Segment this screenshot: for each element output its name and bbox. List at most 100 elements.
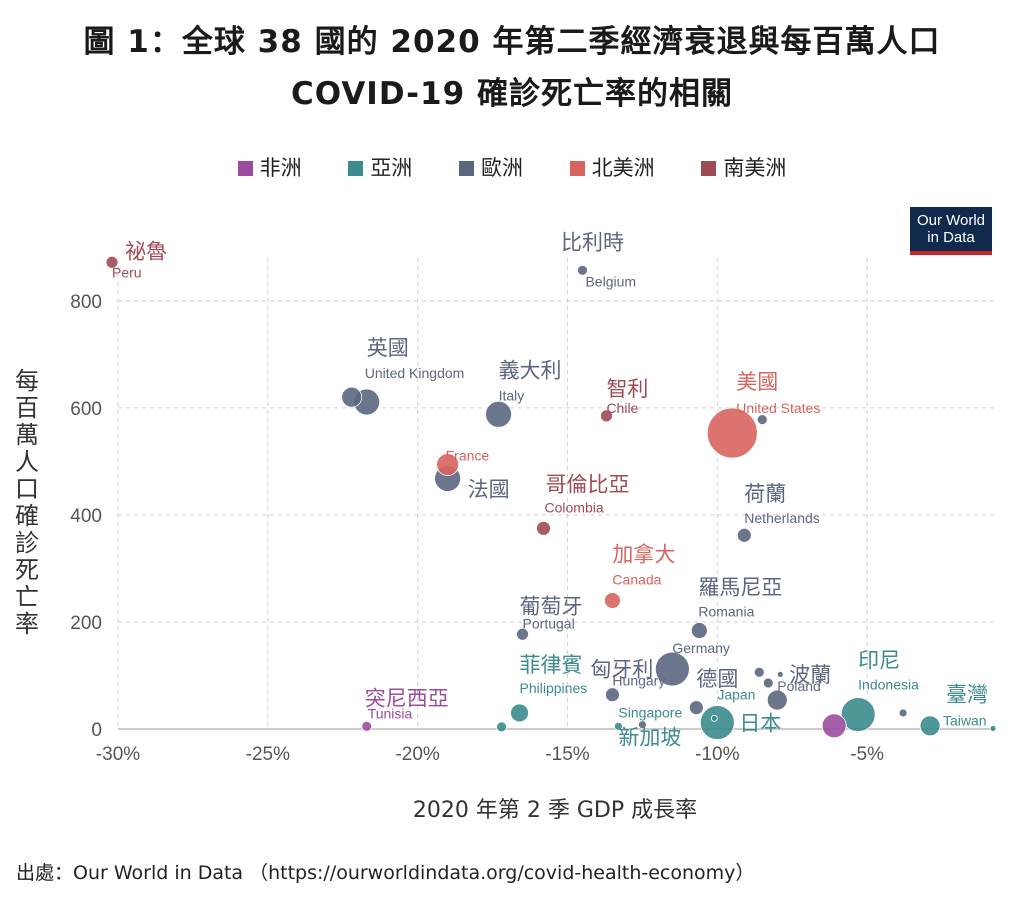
- data-label-zh: 哥倫比亞: [546, 472, 630, 496]
- data-label-en: Germany: [672, 640, 730, 656]
- data-point: [510, 703, 529, 723]
- x-tick-label: -25%: [246, 744, 290, 765]
- chart-title-line2: COVID-19 確診死亡率的相關: [291, 76, 733, 112]
- data-label-zh: 羅馬尼亞: [698, 576, 782, 600]
- data-label-en: Chile: [606, 400, 638, 416]
- legend-label-europe: 歐洲: [481, 156, 523, 180]
- legend-label-asia: 亞洲: [370, 156, 413, 180]
- y-axis-label-char: 口: [15, 475, 39, 503]
- data-point: [105, 255, 119, 269]
- data-label-en: Philippines: [520, 680, 588, 696]
- data-label-en: Belgium: [585, 273, 636, 289]
- legend-item-europe[interactable]: 歐洲: [459, 152, 523, 182]
- y-tick-label: 600: [70, 399, 102, 420]
- data-label-en: Netherlands: [744, 510, 820, 526]
- data-point: [536, 520, 551, 536]
- data-label-zh: 法國: [468, 478, 510, 502]
- chart-legend: 非洲 亞洲 歐洲 北美洲 南美洲: [0, 152, 1024, 182]
- legend-label-namerica: 北美洲: [591, 156, 655, 180]
- data-label-en: France: [446, 448, 490, 464]
- data-label-en: Canada: [612, 572, 661, 588]
- data-label-zh: 葡萄牙: [520, 594, 583, 618]
- legend-item-africa[interactable]: 非洲: [237, 152, 302, 182]
- x-tick-label: -10%: [695, 744, 739, 765]
- logo-line2: in Data: [927, 229, 975, 246]
- data-point: [690, 622, 708, 639]
- data-point: [762, 677, 774, 689]
- x-tick-label: -20%: [395, 744, 439, 765]
- legend-swatch-europe: [459, 161, 474, 176]
- data-label-zh: 智利: [606, 377, 648, 401]
- data-label-zh: 加拿大: [612, 543, 675, 567]
- data-label-zh: 新加坡: [618, 725, 681, 749]
- data-label-zh: 日本: [739, 712, 781, 736]
- data-point: [753, 666, 765, 678]
- data-point: [736, 527, 752, 543]
- source-note: 出處：Our World in Data （https://ourworldin…: [16, 862, 755, 884]
- data-point: [604, 592, 621, 609]
- legend-item-namerica[interactable]: 北美洲: [569, 152, 655, 182]
- legend-label-samerica: 南美洲: [723, 156, 787, 180]
- legend-swatch-namerica: [569, 161, 585, 176]
- legend-label-africa: 非洲: [259, 156, 302, 180]
- data-label-zh: 美國: [736, 370, 778, 394]
- data-point: [516, 627, 529, 641]
- data-label-zh: 祕魯: [125, 239, 167, 263]
- y-axis-label-char: 診: [15, 529, 39, 557]
- data-point: [766, 689, 788, 711]
- x-tick-label: -30%: [96, 744, 140, 765]
- y-axis-label-char: 確: [15, 502, 39, 530]
- data-label-en: Singapore: [618, 704, 682, 720]
- x-tick-label: -5%: [850, 744, 884, 765]
- data-label-en: Hungary: [612, 673, 665, 689]
- y-tick-label: 200: [70, 613, 102, 634]
- data-label-en: Japan: [717, 687, 755, 703]
- data-point: [600, 409, 613, 423]
- data-point: [614, 721, 623, 731]
- legend-swatch-asia: [348, 161, 364, 176]
- chart-title-line1: 圖 1：全球 38 國的 2020 年第二季經濟衰退與每百萬人口: [83, 24, 941, 60]
- data-label-zh: 荷蘭: [744, 482, 786, 506]
- data-label-zh: 匈牙利: [590, 658, 653, 682]
- y-tick-label: 0: [91, 720, 102, 741]
- y-axis-label-char: 人: [15, 448, 39, 476]
- y-axis-label-char: 率: [15, 610, 39, 638]
- data-label-en: Peru: [112, 264, 142, 280]
- data-label-zh: 英國: [367, 336, 409, 360]
- data-point: [436, 453, 460, 476]
- y-tick-label: 800: [70, 292, 102, 313]
- data-point: [776, 671, 784, 678]
- data-label-en: Romania: [698, 604, 754, 620]
- x-axis-label: 2020 年第 2 季 GDP 成長率: [412, 798, 698, 823]
- data-point: [821, 713, 847, 739]
- data-point: [989, 725, 997, 732]
- data-point: [654, 651, 690, 687]
- data-label-en: Colombia: [545, 499, 604, 515]
- data-label-zh: 義大利: [499, 358, 562, 382]
- data-point: [706, 407, 758, 459]
- data-point: [485, 400, 512, 428]
- data-label-zh: 波蘭: [789, 663, 831, 687]
- y-axis-label-char: 每: [15, 367, 39, 395]
- y-tick-label: 400: [70, 506, 102, 527]
- data-point: [341, 386, 363, 408]
- y-axis-label-char: 死: [15, 556, 39, 584]
- y-axis-label-char: 亡: [15, 583, 39, 611]
- data-point: [710, 714, 718, 722]
- data-label-en: Tunisia: [368, 705, 413, 721]
- y-axis-label-char: 百: [15, 394, 39, 422]
- data-label-en: Indonesia: [858, 677, 919, 693]
- y-axis-label-char: 萬: [15, 421, 39, 449]
- data-label-en: Taiwan: [943, 712, 987, 728]
- legend-item-samerica[interactable]: 南美洲: [701, 152, 786, 182]
- data-point: [898, 708, 908, 718]
- data-point: [638, 720, 647, 730]
- x-tick-label: -15%: [545, 744, 589, 765]
- owid-logo[interactable]: Our World in Data: [910, 207, 992, 255]
- data-point: [361, 720, 373, 732]
- data-label-en: Portugal: [523, 615, 575, 631]
- data-label-en: Poland: [777, 678, 821, 694]
- legend-item-asia[interactable]: 亞洲: [348, 152, 412, 182]
- data-point: [688, 700, 704, 715]
